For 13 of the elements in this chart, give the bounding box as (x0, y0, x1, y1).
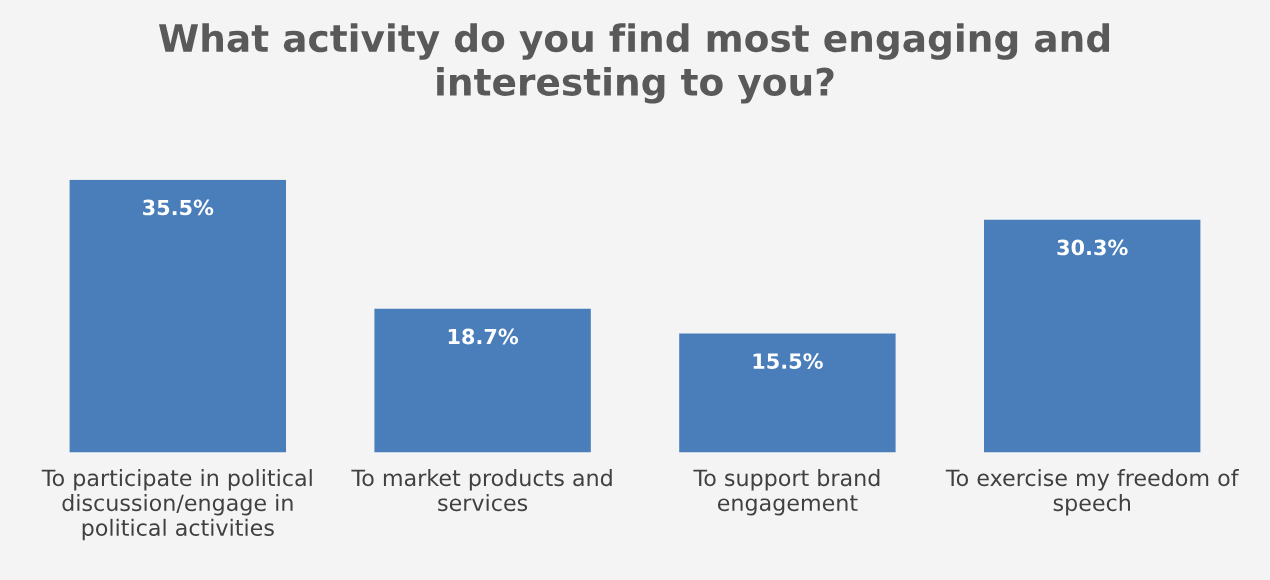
data-label: 35.5% (143, 199, 214, 216)
data-label: 18.7% (448, 328, 519, 345)
x-tick-label: To support brand engagement (693, 469, 880, 516)
bar (69, 179, 286, 453)
data-label: 30.3% (1057, 239, 1128, 256)
x-tick-label: To exercise my freedom of speech (945, 469, 1239, 516)
chart-title: What activity do you find most engaging and interesting to you? (158, 23, 1110, 104)
bar (984, 219, 1201, 453)
bar (679, 333, 896, 453)
bar (374, 308, 591, 453)
x-tick-label: To market products and services (351, 469, 612, 512)
x-tick-label: To participate in political discussion/engage in political activities (41, 469, 312, 541)
data-label: 15.5% (753, 353, 823, 369)
